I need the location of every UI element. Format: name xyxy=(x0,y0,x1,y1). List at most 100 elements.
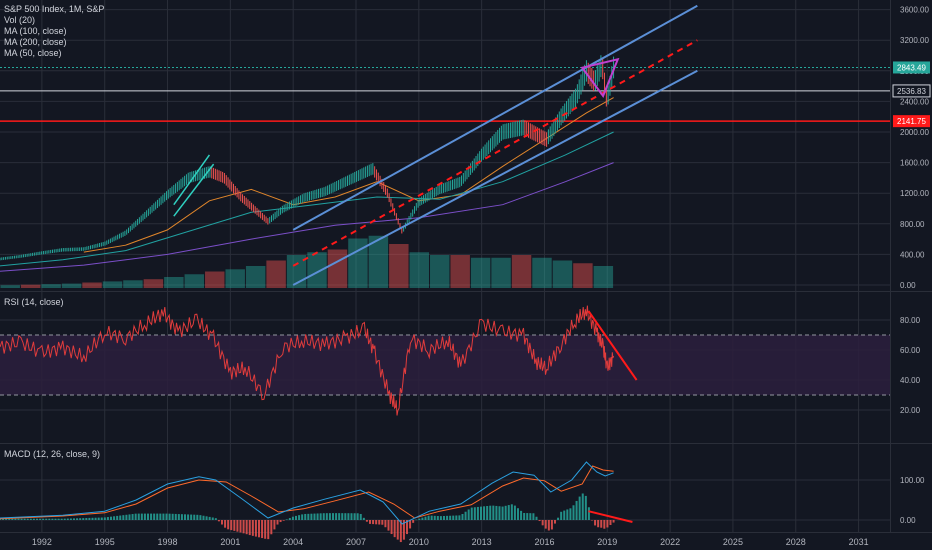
macd-histogram-bar xyxy=(612,520,615,523)
macd-histogram-bar xyxy=(359,513,362,520)
volume-bar xyxy=(123,280,143,288)
macd-histogram-bar xyxy=(467,509,470,520)
volume-bar xyxy=(245,266,266,288)
macd-histogram-bar xyxy=(199,515,202,520)
macd-histogram-bar xyxy=(11,518,14,520)
x-tick-label: 1998 xyxy=(158,537,178,547)
macd-histogram-bar xyxy=(146,513,149,520)
volume-bar xyxy=(61,283,82,288)
macd-histogram-bar xyxy=(347,513,350,520)
macd-histogram-bar xyxy=(119,515,122,520)
price-badge xyxy=(893,61,930,74)
macd-histogram-bar xyxy=(51,518,54,520)
macd-histogram-bar xyxy=(35,518,38,520)
macd-histogram-bar xyxy=(433,515,436,520)
macd-histogram-bar xyxy=(72,518,75,520)
macd-histogram-bar xyxy=(106,517,109,520)
x-tick-label: 2001 xyxy=(220,537,240,547)
volume-bar xyxy=(348,238,368,288)
macd-histogram-bar xyxy=(560,511,563,520)
x-tick-label: 2013 xyxy=(472,537,492,547)
macd-histogram-bar xyxy=(427,515,430,520)
macd-line xyxy=(0,461,614,525)
macd-histogram-bar xyxy=(421,517,424,520)
macd-histogram-bar xyxy=(424,516,427,520)
macd-histogram-bar xyxy=(60,518,63,520)
macd-histogram-bar xyxy=(572,505,575,520)
symbol-title[interactable]: S&P 500 Index, 1M, S&P xyxy=(4,4,105,14)
price-pane[interactable] xyxy=(0,4,890,288)
price-tick-label: 2000.00 xyxy=(900,128,929,137)
macd-histogram-bar xyxy=(156,513,159,520)
macd-signal-line xyxy=(0,465,614,520)
volume-bar xyxy=(20,284,41,288)
volume-bar xyxy=(41,284,61,288)
indicator-volume[interactable]: Vol (20) xyxy=(4,15,36,25)
rsi-trendline xyxy=(587,310,638,381)
macd-histogram-bar xyxy=(97,517,100,520)
macd-histogram-bar xyxy=(523,512,526,520)
macd-histogram-bar xyxy=(600,520,603,528)
price-tick-label: 2400.00 xyxy=(900,97,929,106)
channel-mid-dashed-line xyxy=(292,39,698,267)
volume-bar xyxy=(511,255,532,288)
macd-histogram-bar xyxy=(122,515,125,520)
indicator-ma50[interactable]: MA (50, close) xyxy=(4,48,62,58)
macd-histogram-bar xyxy=(288,518,291,520)
volume-bar xyxy=(573,263,593,288)
macd-histogram-bar xyxy=(76,518,79,520)
top-1999-trendline xyxy=(173,154,211,206)
macd-histogram-bar xyxy=(563,510,566,520)
price-tick-label: 1600.00 xyxy=(900,159,929,168)
macd-histogram-bar xyxy=(344,513,347,520)
price-tick-label: 400.00 xyxy=(900,250,925,259)
volume-bar xyxy=(430,255,450,288)
macd-histogram-bar xyxy=(526,513,529,520)
rsi-title[interactable]: RSI (14, close) xyxy=(4,297,64,307)
volume-bar xyxy=(102,281,123,288)
macd-histogram-bar xyxy=(177,514,180,520)
indicator-ma100[interactable]: MA (100, close) xyxy=(4,26,67,36)
volume-bar xyxy=(225,269,245,288)
macd-histogram-bar xyxy=(544,520,547,529)
macd-histogram-bar xyxy=(402,520,405,540)
macd-histogram-bar xyxy=(304,513,307,520)
macd-histogram-bar xyxy=(2,518,5,520)
macd-histogram-bar xyxy=(578,496,581,520)
macd-histogram-bar xyxy=(54,518,57,520)
volume-bar xyxy=(389,244,409,288)
macd-histogram-bar xyxy=(140,513,143,520)
macd-histogram-bar xyxy=(341,513,344,520)
macd-histogram-bar xyxy=(492,505,495,520)
macd-histogram-bar xyxy=(131,514,134,520)
macd-histogram-bar xyxy=(220,520,223,525)
macd-histogram-bar xyxy=(412,520,415,523)
x-tick-label: 2028 xyxy=(786,537,806,547)
macd-histogram-bar xyxy=(211,517,214,520)
macd-histogram-bar xyxy=(285,519,288,520)
macd-histogram-bar xyxy=(85,518,88,520)
macd-histogram-bar xyxy=(495,505,498,520)
x-tick-label: 2007 xyxy=(346,537,366,547)
macd-histogram-bar xyxy=(298,515,301,520)
macd-title[interactable]: MACD (12, 26, close, 9) xyxy=(4,449,101,459)
macd-pane[interactable] xyxy=(0,461,633,543)
indicator-ma200[interactable]: MA (200, close) xyxy=(4,37,67,47)
macd-tick-label: 0.00 xyxy=(900,516,916,525)
macd-histogram-bar xyxy=(415,519,418,521)
macd-histogram-bar xyxy=(375,520,378,525)
volume-bar xyxy=(470,257,491,288)
macd-histogram-bar xyxy=(153,513,156,520)
macd-histogram-bar xyxy=(69,518,72,520)
macd-histogram-bar xyxy=(150,513,153,520)
macd-histogram-bar xyxy=(248,520,251,536)
pane-separators xyxy=(0,0,932,533)
macd-histogram-bar xyxy=(82,518,85,520)
macd-histogram-bar xyxy=(331,513,334,520)
rsi-pane[interactable] xyxy=(0,305,890,416)
macd-histogram-bar xyxy=(196,514,199,520)
macd-histogram-bar xyxy=(205,516,208,520)
channel-upper-line xyxy=(292,4,698,231)
volume-bar xyxy=(450,255,470,288)
macd-histogram-bar xyxy=(171,513,174,520)
